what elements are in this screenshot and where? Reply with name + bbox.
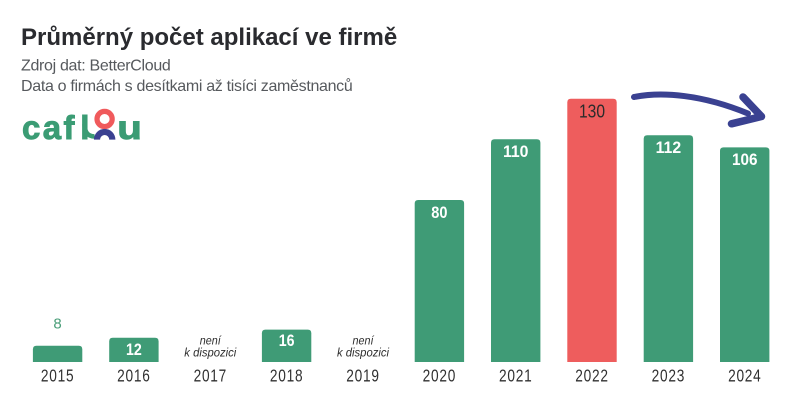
svg-text:Zdroj dat: BetterCloud: Zdroj dat: BetterCloud xyxy=(21,57,170,74)
svg-text:u: u xyxy=(117,109,142,146)
svg-text:2017: 2017 xyxy=(194,367,227,386)
svg-text:k dispozici: k dispozici xyxy=(337,345,389,359)
svg-text:2023: 2023 xyxy=(652,367,685,386)
svg-text:2022: 2022 xyxy=(575,367,608,386)
svg-text:110: 110 xyxy=(503,142,529,161)
svg-text:2015: 2015 xyxy=(41,367,74,386)
svg-text:2020: 2020 xyxy=(423,367,456,386)
svg-text:Průměrný počet aplikací ve fir: Průměrný počet aplikací ve firmě xyxy=(21,24,397,51)
svg-text:16: 16 xyxy=(279,331,295,350)
svg-text:2018: 2018 xyxy=(270,367,303,386)
svg-text:není: není xyxy=(200,333,222,347)
svg-text:12: 12 xyxy=(126,340,142,359)
svg-text:106: 106 xyxy=(732,150,758,169)
svg-text:2016: 2016 xyxy=(117,367,150,386)
svg-text:není: není xyxy=(353,333,375,347)
svg-text:8: 8 xyxy=(53,315,61,332)
svg-text:80: 80 xyxy=(431,203,447,222)
svg-text:2024: 2024 xyxy=(728,367,761,386)
svg-text:k dispozici: k dispozici xyxy=(184,345,236,359)
svg-text:130: 130 xyxy=(579,101,605,121)
svg-text:112: 112 xyxy=(656,138,682,157)
svg-text:2021: 2021 xyxy=(499,367,532,386)
svg-text:Data o firmách s desítkami až: Data o firmách s desítkami až tisíci zam… xyxy=(21,77,352,95)
svg-text:2019: 2019 xyxy=(346,367,379,386)
